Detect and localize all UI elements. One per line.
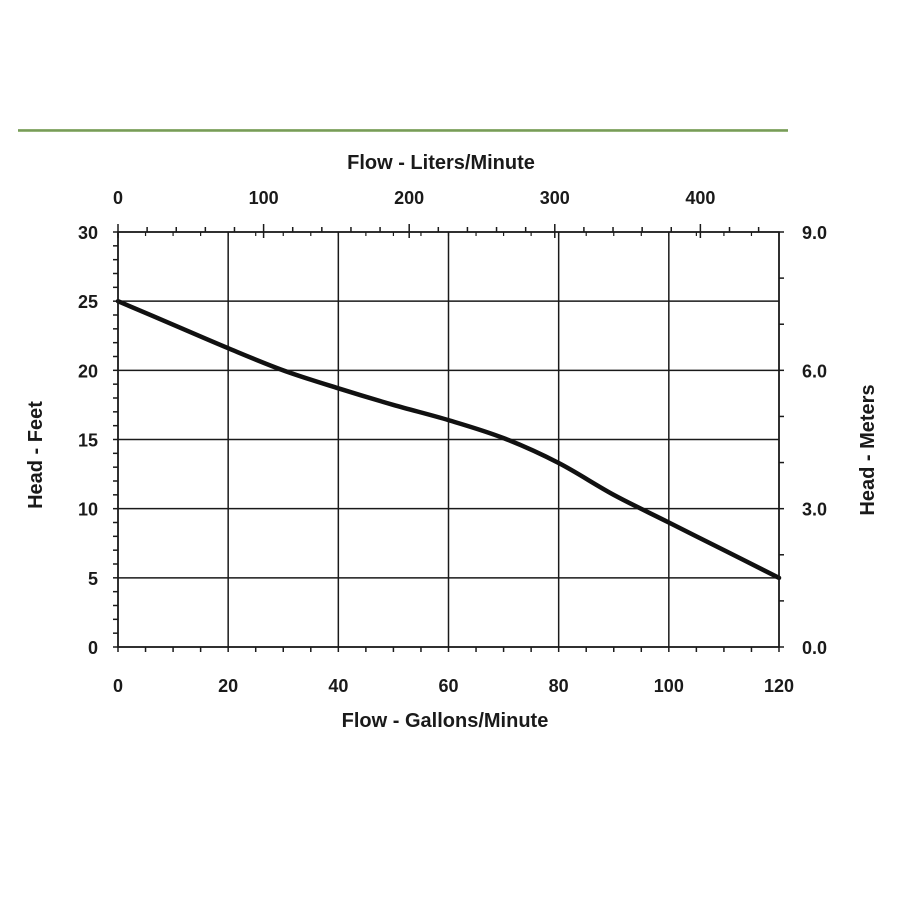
y2-tick-label: 3.0 <box>802 500 827 520</box>
y2-tick-label: 9.0 <box>802 223 827 243</box>
x2-tick-label: 0 <box>113 188 123 208</box>
x-tick-label: 40 <box>328 676 348 696</box>
y-tick-label: 5 <box>88 569 98 589</box>
x2-tick-label: 100 <box>249 188 279 208</box>
y-tick-label: 25 <box>78 292 98 312</box>
plot-frame <box>117 231 780 648</box>
x2-tick-label: 400 <box>685 188 715 208</box>
y-tick-label: 30 <box>78 223 98 243</box>
header-divider <box>18 129 788 132</box>
x2-tick-label: 300 <box>540 188 570 208</box>
y-tick-label: 0 <box>88 638 98 658</box>
y-tick-label: 20 <box>78 361 98 381</box>
x-axis-title: Flow - Gallons/Minute <box>342 710 549 732</box>
x-tick-label: 60 <box>438 676 458 696</box>
y2-axis-title: Head - Meters <box>857 384 879 515</box>
pump-curve-line <box>115 298 782 581</box>
x-tick-label: 0 <box>113 676 123 696</box>
y-axis-title: Head - Feet <box>25 401 47 509</box>
grid-lines <box>117 231 780 648</box>
x-tick-label: 100 <box>654 676 684 696</box>
x2-tick-label: 200 <box>394 188 424 208</box>
axis-ticks <box>113 224 784 652</box>
y-tick-label: 15 <box>78 431 98 451</box>
y2-tick-label: 6.0 <box>802 361 827 381</box>
x-tick-label: 20 <box>218 676 238 696</box>
x-tick-label: 120 <box>764 676 794 696</box>
x-tick-label: 80 <box>549 676 569 696</box>
y2-tick-label: 0.0 <box>802 638 827 658</box>
x2-axis-title: Flow - Liters/Minute <box>347 152 535 174</box>
y-tick-label: 10 <box>78 500 98 520</box>
